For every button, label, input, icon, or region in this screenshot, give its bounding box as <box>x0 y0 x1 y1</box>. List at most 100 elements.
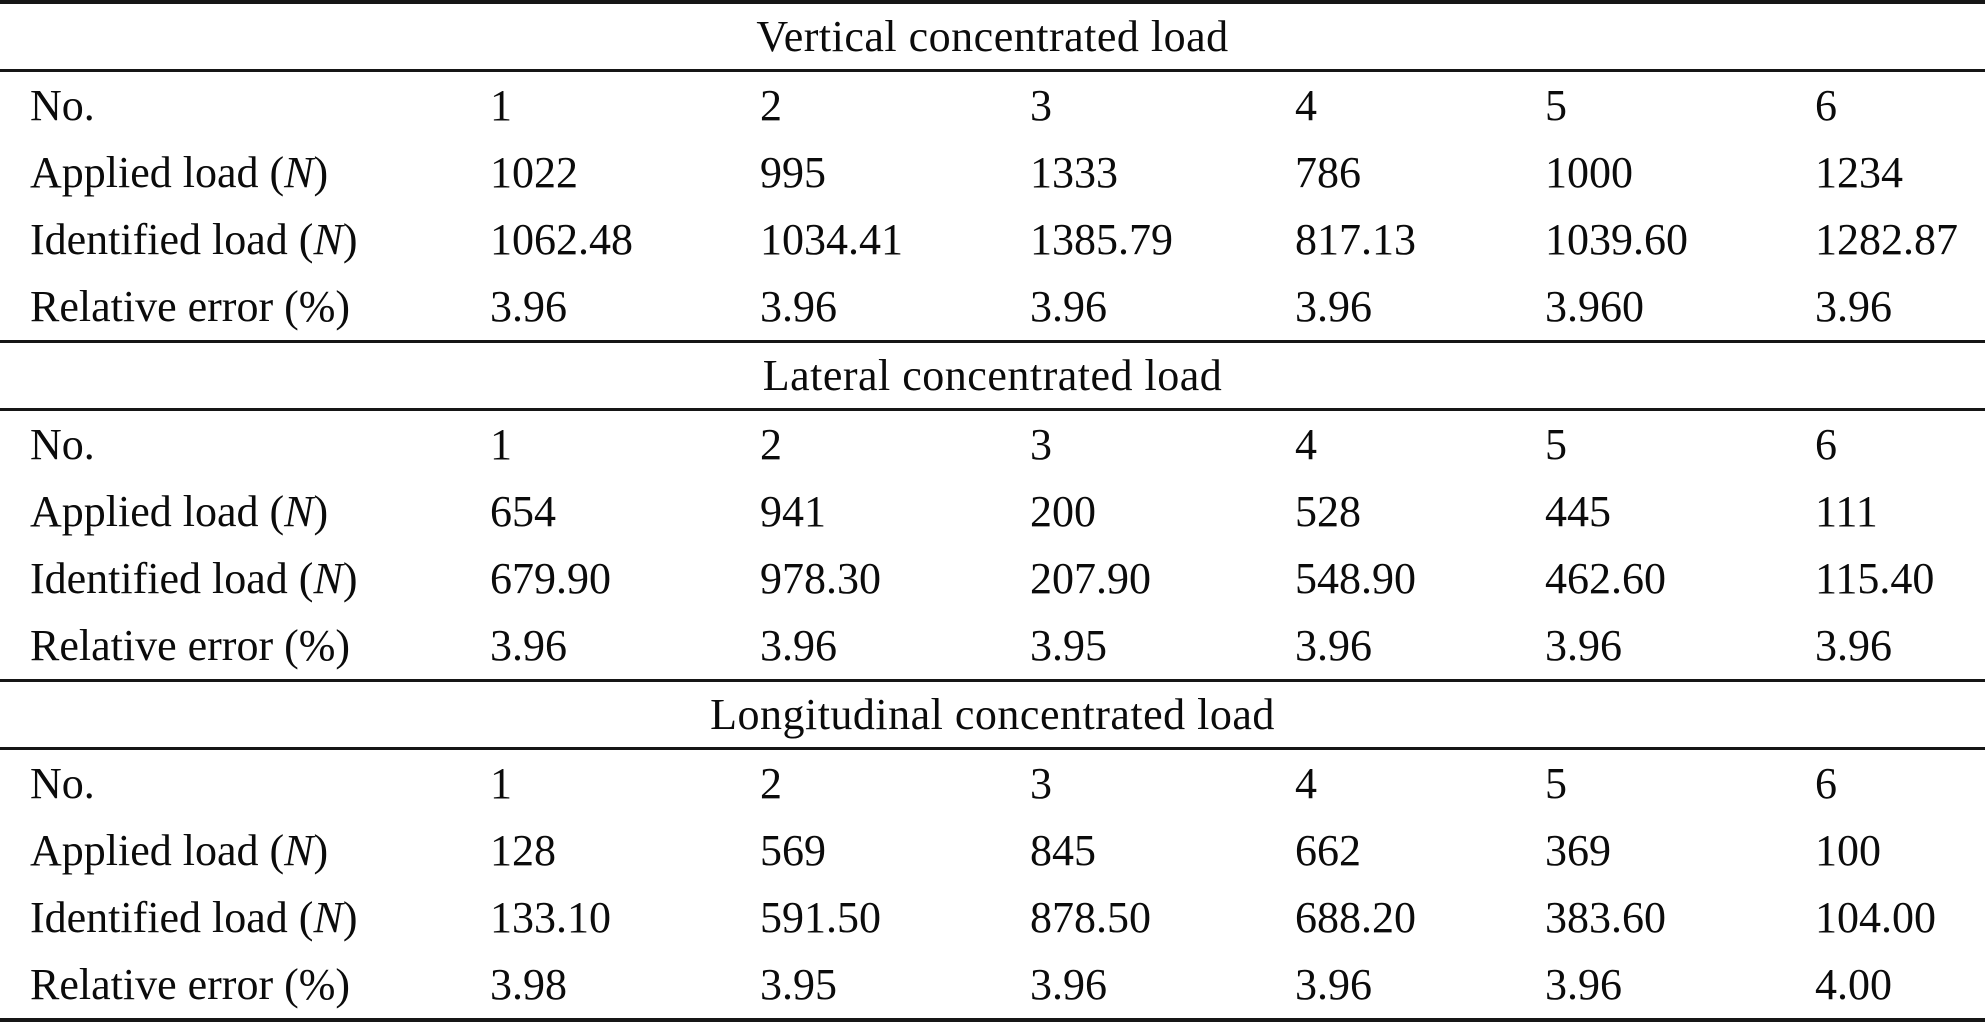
table-cell: 1039.60 <box>1545 215 1688 264</box>
table-cell: 4 <box>1295 759 1317 808</box>
table-cell: 3.96 <box>1030 960 1107 1009</box>
section-vertical-concentrated-load: Vertical concentrated load No. 1 2 3 4 5… <box>0 4 1985 343</box>
row-label: Identified load (N) <box>0 892 490 943</box>
row-label-text: No. <box>30 759 95 808</box>
table-cell: 100 <box>1815 826 1881 875</box>
table-cell: 6 <box>1815 420 1837 469</box>
table-cell: 3.95 <box>1030 621 1107 670</box>
row-label: Applied load (N) <box>0 825 490 876</box>
table-cell: 878.50 <box>1030 893 1151 942</box>
table-cell: 3 <box>1030 81 1052 130</box>
table-cell: 2 <box>760 420 782 469</box>
table-cell: 3.96 <box>1545 621 1622 670</box>
row-label-italic: N <box>284 826 314 875</box>
table-cell: 3.96 <box>490 621 567 670</box>
table-cell: 1000 <box>1545 148 1633 197</box>
table-cell: 1385.79 <box>1030 215 1173 264</box>
table-cell: 3 <box>1030 759 1052 808</box>
table-row: Relative error (%) 3.98 3.95 3.96 3.96 3… <box>0 951 1985 1018</box>
table-cell: 845 <box>1030 826 1096 875</box>
table-cell: 3.96 <box>1295 282 1372 331</box>
table-cell: 1234 <box>1815 148 1903 197</box>
row-label-italic: N <box>313 893 343 942</box>
table-cell: 2 <box>760 759 782 808</box>
row-label-text: Identified load ( <box>30 893 314 942</box>
section-title: Lateral concentrated load <box>0 343 1985 411</box>
table-cell: 3.96 <box>490 282 567 331</box>
table-cell: 3 <box>1030 420 1052 469</box>
row-label: Applied load (N) <box>0 147 490 198</box>
table-cell: 3.96 <box>1815 621 1892 670</box>
table-cell: 6 <box>1815 759 1837 808</box>
table-cell: 207.90 <box>1030 554 1151 603</box>
row-label-suffix: ) <box>342 893 358 942</box>
table-cell: 111 <box>1815 487 1878 536</box>
table-cell: 369 <box>1545 826 1611 875</box>
table-cell: 995 <box>760 148 826 197</box>
table-cell: 3.98 <box>490 960 567 1009</box>
row-label-suffix: ) <box>313 487 329 536</box>
row-label: Relative error (%) <box>0 281 490 332</box>
table-cell: 2 <box>760 81 782 130</box>
table-cell: 3.960 <box>1545 282 1644 331</box>
row-label: Identified load (N) <box>0 553 490 604</box>
table-row: Relative error (%) 3.96 3.96 3.96 3.96 3… <box>0 273 1985 340</box>
section-lateral-concentrated-load: Lateral concentrated load No. 1 2 3 4 5 … <box>0 343 1985 682</box>
row-label-italic: N <box>284 487 314 536</box>
table-cell: 786 <box>1295 148 1361 197</box>
table-cell: 1282.87 <box>1815 215 1958 264</box>
table-cell: 445 <box>1545 487 1611 536</box>
row-label-suffix: ) <box>342 554 358 603</box>
table-row: Applied load (N) 1022 995 1333 786 1000 … <box>0 139 1985 206</box>
table-row: Identified load (N) 679.90 978.30 207.90… <box>0 545 1985 612</box>
table-cell: 462.60 <box>1545 554 1666 603</box>
section-title: Longitudinal concentrated load <box>0 682 1985 750</box>
table-row: No. 1 2 3 4 5 6 <box>0 750 1985 817</box>
row-label: No. <box>0 758 490 809</box>
row-label-text: Relative error (%) <box>30 621 351 670</box>
table-row: Applied load (N) 128 569 845 662 369 100 <box>0 817 1985 884</box>
table-cell: 1 <box>490 81 512 130</box>
row-label-suffix: ) <box>313 148 329 197</box>
table-cell: 3.96 <box>760 621 837 670</box>
row-label-text: Relative error (%) <box>30 960 351 1009</box>
table-cell: 679.90 <box>490 554 611 603</box>
table-cell: 688.20 <box>1295 893 1416 942</box>
row-label-italic: N <box>284 148 314 197</box>
row-label-suffix: ) <box>313 826 329 875</box>
table-cell: 5 <box>1545 420 1567 469</box>
table-cell: 1333 <box>1030 148 1118 197</box>
row-label: No. <box>0 419 490 470</box>
table-cell: 4 <box>1295 81 1317 130</box>
table-cell: 591.50 <box>760 893 881 942</box>
table-cell: 133.10 <box>490 893 611 942</box>
row-label-text: Applied load ( <box>30 487 285 536</box>
table-cell: 1022 <box>490 148 578 197</box>
row-label-text: Relative error (%) <box>30 282 351 331</box>
table-row: Identified load (N) 1062.48 1034.41 1385… <box>0 206 1985 273</box>
section-title: Vertical concentrated load <box>0 4 1985 72</box>
row-label-text: Applied load ( <box>30 826 285 875</box>
table-cell: 528 <box>1295 487 1361 536</box>
row-label-text: Applied load ( <box>30 148 285 197</box>
section-longitudinal-concentrated-load: Longitudinal concentrated load No. 1 2 3… <box>0 682 1985 1018</box>
table-cell: 3.96 <box>1295 960 1372 1009</box>
table-cell: 383.60 <box>1545 893 1666 942</box>
table-cell: 128 <box>490 826 556 875</box>
table-row: Applied load (N) 654 941 200 528 445 111 <box>0 478 1985 545</box>
table-row: Identified load (N) 133.10 591.50 878.50… <box>0 884 1985 951</box>
row-label: Relative error (%) <box>0 620 490 671</box>
table-cell: 6 <box>1815 81 1837 130</box>
row-label-suffix: ) <box>342 215 358 264</box>
table-cell: 115.40 <box>1815 554 1935 603</box>
table-cell: 5 <box>1545 81 1567 130</box>
table-cell: 1 <box>490 759 512 808</box>
table-cell: 654 <box>490 487 556 536</box>
table-row: Relative error (%) 3.96 3.96 3.95 3.96 3… <box>0 612 1985 679</box>
table-cell: 104.00 <box>1815 893 1936 942</box>
table-cell: 4.00 <box>1815 960 1892 1009</box>
row-label: No. <box>0 80 490 131</box>
row-label-text: No. <box>30 81 95 130</box>
row-label-italic: N <box>313 554 343 603</box>
